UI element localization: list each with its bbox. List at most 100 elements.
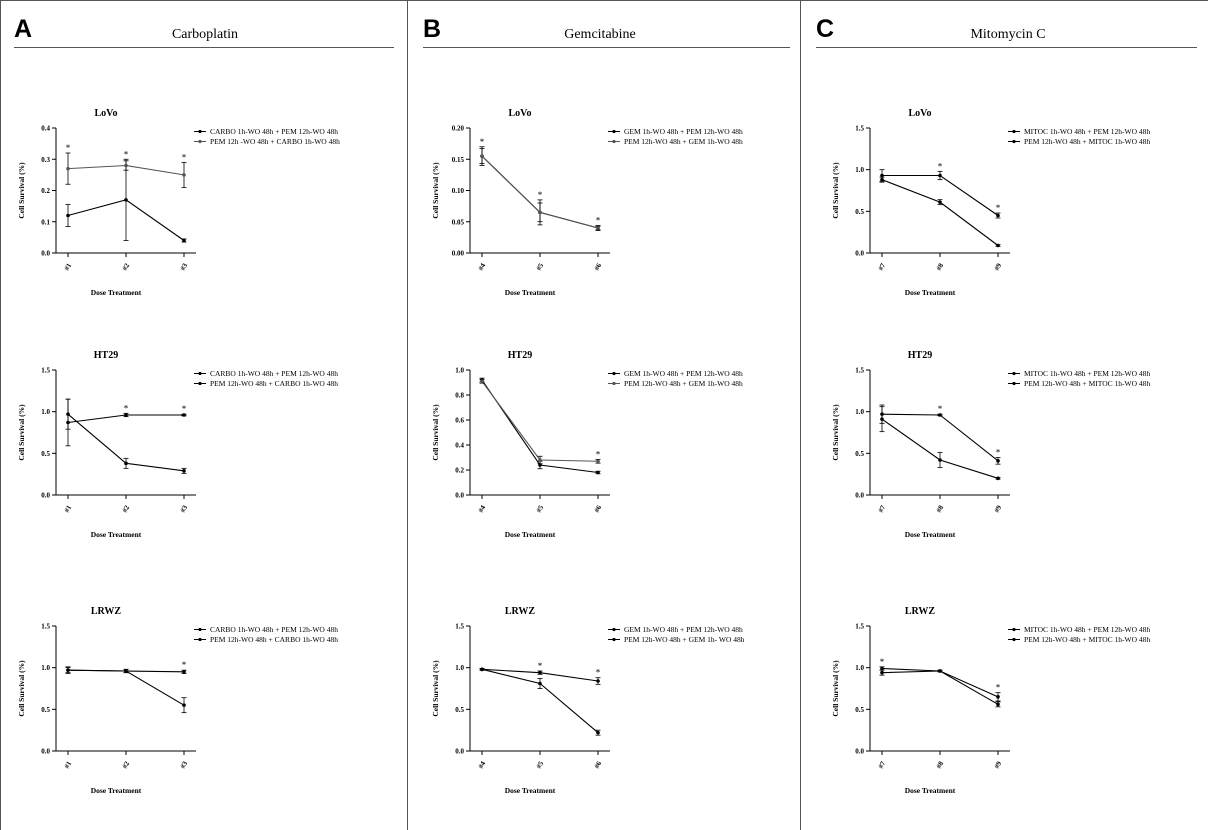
- x-tick-label: #1: [63, 504, 74, 514]
- x-tick-label: #3: [179, 262, 190, 272]
- y-tick-label: 1.5: [455, 623, 464, 631]
- legend-entry: PEM 12h-WO 48h + MITOC 1h-WO 48h: [1024, 379, 1150, 388]
- x-tick-label: #4: [477, 760, 488, 770]
- data-point: [124, 198, 128, 202]
- x-axis-label: Dose Treatment: [91, 288, 142, 297]
- significance-star: *: [538, 661, 543, 671]
- data-point: [124, 163, 128, 168]
- panel-letter-c: C: [816, 15, 834, 43]
- y-tick-label: 0.6: [455, 417, 464, 425]
- legend-entry: MITOC 1h-WO 48h + PEM 12h-WO 48h: [1024, 625, 1150, 634]
- data-point: [996, 213, 1000, 218]
- series-line: [67, 669, 185, 706]
- chart-b-lovo: LoVo 0.00 0.05 0.10 0.15 0.20 #4 #5 #6 Dose Treat…: [431, 108, 743, 297]
- x-tick-label: #7: [877, 262, 888, 272]
- significance-star: *: [596, 216, 601, 226]
- legend-entry: PEM 12h-WO 48h + GEM 1h- WO 48h: [624, 635, 745, 644]
- x-tick-label: #6: [593, 262, 604, 272]
- legend-entry: GEM 1h-WO 48h + PEM 12h-WO 48h: [624, 127, 743, 136]
- series-line: [881, 670, 999, 698]
- data-point: [480, 154, 484, 158]
- data-point: [996, 695, 1000, 699]
- x-tick-label: #2: [121, 262, 132, 272]
- significance-star: *: [880, 657, 885, 667]
- x-tick-label: #4: [477, 504, 488, 514]
- legend-entry: CARBO 1h-WO 48h + PEM 12h-WO 48h: [210, 369, 338, 378]
- x-axis-label: Dose Treatment: [905, 786, 956, 795]
- y-tick-label: 0.1: [41, 218, 50, 226]
- y-tick-label: 0.8: [455, 392, 464, 400]
- data-point: [124, 413, 128, 417]
- x-axis-label: Dose Treatment: [91, 786, 142, 795]
- y-tick-label: 0.0: [41, 250, 50, 258]
- data-point: [182, 173, 186, 177]
- significance-star: *: [996, 203, 1001, 213]
- legend-marker: [198, 381, 202, 386]
- chart-title: LoVo: [509, 108, 532, 119]
- y-tick-label: 1.0: [855, 664, 864, 672]
- legend-entry: MITOC 1h-WO 48h + PEM 12h-WO 48h: [1024, 127, 1150, 136]
- significance-star: *: [480, 137, 485, 147]
- y-tick-label: 0.0: [41, 492, 50, 500]
- data-point: [996, 459, 1000, 463]
- y-tick-label: 1.0: [855, 408, 864, 416]
- data-point: [880, 670, 884, 675]
- series-line: [881, 667, 999, 705]
- panel-letter-a: A: [14, 15, 32, 43]
- panel-title-b: Gemcitabine: [564, 27, 636, 42]
- legend-entry: GEM 1h-WO 48h + PEM 12h-WO 48h: [624, 369, 743, 378]
- x-axis-label: Dose Treatment: [91, 530, 142, 539]
- x-tick-label: #8: [935, 504, 946, 514]
- data-point: [182, 238, 186, 243]
- y-tick-label: 1.5: [855, 367, 864, 375]
- y-tick-label: 0.20: [452, 125, 465, 133]
- x-tick-label: #9: [993, 262, 1004, 272]
- data-point: [938, 669, 942, 673]
- significance-star: *: [938, 161, 943, 171]
- y-tick-label: 0.3: [41, 156, 50, 164]
- panel-a-header: A Carboplatin: [14, 15, 394, 48]
- legend-marker: [1012, 381, 1016, 386]
- x-tick-label: #5: [535, 262, 546, 272]
- data-point: [880, 173, 884, 178]
- y-tick-label: 0.10: [452, 187, 465, 195]
- data-point: [938, 413, 942, 417]
- y-tick-label: 1.5: [41, 623, 50, 631]
- chart-title: LRWZ: [505, 606, 536, 617]
- panel-title-c: Mitomycin C: [970, 27, 1045, 42]
- y-tick-label: 1.0: [855, 166, 864, 174]
- y-axis-label: Cell Survival (%): [17, 404, 26, 461]
- data-point: [596, 470, 600, 475]
- legend-marker: [612, 381, 616, 386]
- x-axis-label: Dose Treatment: [905, 288, 956, 297]
- x-tick-label: #9: [993, 504, 1004, 514]
- chart-c-lrwz: LRWZ 0.0 0.5 1.0 1.5 #7 #8 #9 Dose Treatment Cell…: [831, 606, 1150, 795]
- significance-star: *: [124, 403, 129, 413]
- y-axis-label: Cell Survival (%): [17, 660, 26, 717]
- y-tick-label: 0.5: [455, 706, 464, 714]
- y-tick-label: 0.05: [452, 218, 465, 226]
- legend-marker: [1012, 637, 1016, 642]
- series-line: [881, 179, 999, 246]
- significance-star: *: [182, 152, 187, 162]
- y-axis-label: Cell Survival (%): [831, 660, 840, 717]
- legend-marker: [612, 129, 616, 134]
- series-line: [881, 418, 999, 479]
- y-axis-label: Cell Survival (%): [431, 404, 440, 461]
- chart-title: HT29: [508, 350, 532, 361]
- data-point: [182, 469, 186, 473]
- y-tick-label: 1.0: [455, 367, 464, 375]
- x-axis-label: Dose Treatment: [505, 288, 556, 297]
- data-point: [938, 173, 942, 178]
- legend-marker: [198, 637, 202, 642]
- legend-entry: CARBO 1h-WO 48h + PEM 12h-WO 48h: [210, 127, 338, 136]
- chart-a-ht29: HT29 0.0 0.5 1.0 1.5 #1 #2 #3 Dose Treatment Cell…: [17, 350, 338, 539]
- x-tick-label: #7: [877, 504, 888, 514]
- series-line: [481, 380, 599, 462]
- significance-star: *: [596, 668, 601, 678]
- y-axis-label: Cell Survival (%): [831, 404, 840, 461]
- y-tick-label: 0.0: [455, 748, 464, 756]
- chart-b-ht29: HT29 0.0 0.2 0.4 0.6 0.8 1.0 #4 #5 #6 Dose Treatme…: [431, 350, 743, 539]
- y-tick-label: 0.4: [41, 125, 50, 133]
